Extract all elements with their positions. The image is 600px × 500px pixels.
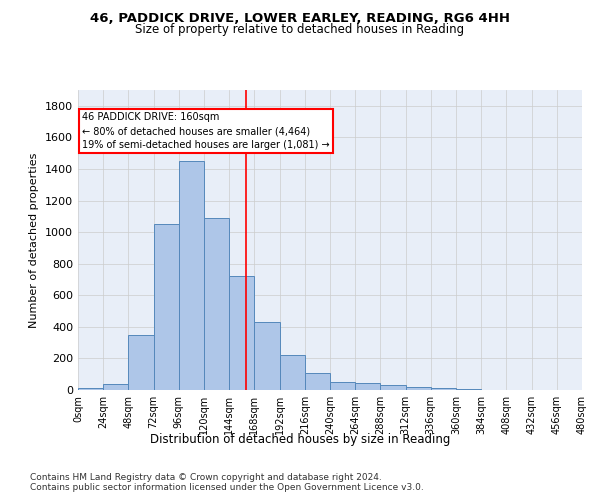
Text: Contains public sector information licensed under the Open Government Licence v3: Contains public sector information licen… — [30, 482, 424, 492]
Text: 46, PADDICK DRIVE, LOWER EARLEY, READING, RG6 4HH: 46, PADDICK DRIVE, LOWER EARLEY, READING… — [90, 12, 510, 26]
Text: Contains HM Land Registry data © Crown copyright and database right 2024.: Contains HM Land Registry data © Crown c… — [30, 472, 382, 482]
Text: 46 PADDICK DRIVE: 160sqm
← 80% of detached houses are smaller (4,464)
19% of sem: 46 PADDICK DRIVE: 160sqm ← 80% of detach… — [82, 112, 330, 150]
Text: Size of property relative to detached houses in Reading: Size of property relative to detached ho… — [136, 22, 464, 36]
Bar — [305, 374, 330, 390]
Bar — [154, 224, 179, 390]
Bar — [280, 356, 305, 390]
Bar — [78, 388, 103, 390]
Bar — [229, 276, 254, 390]
Bar — [330, 382, 355, 390]
Bar — [128, 334, 154, 390]
Bar — [406, 387, 431, 390]
Bar — [380, 386, 406, 390]
Bar — [179, 161, 204, 390]
Bar — [254, 322, 280, 390]
Bar — [431, 388, 456, 390]
Bar — [204, 218, 229, 390]
Text: Distribution of detached houses by size in Reading: Distribution of detached houses by size … — [150, 432, 450, 446]
Bar — [355, 383, 380, 390]
Bar — [456, 389, 481, 390]
Y-axis label: Number of detached properties: Number of detached properties — [29, 152, 40, 328]
Bar — [103, 384, 128, 390]
